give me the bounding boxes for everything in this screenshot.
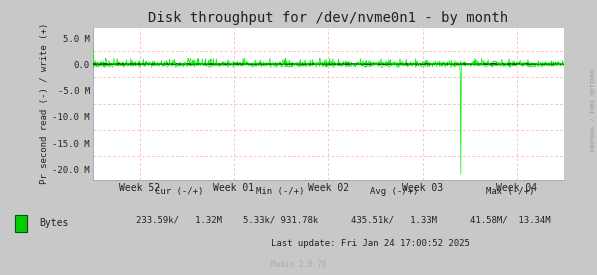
Text: 41.58M/  13.34M: 41.58M/ 13.34M bbox=[470, 216, 551, 225]
Text: 5.33k/ 931.78k: 5.33k/ 931.78k bbox=[243, 216, 318, 225]
Text: Last update: Fri Jan 24 17:00:52 2025: Last update: Fri Jan 24 17:00:52 2025 bbox=[270, 239, 470, 248]
Text: Max (-/+): Max (-/+) bbox=[486, 187, 535, 196]
Y-axis label: Pr second read (-) / write (+): Pr second read (-) / write (+) bbox=[41, 23, 50, 185]
Text: RRDTOOL / TOBI OETIKER: RRDTOOL / TOBI OETIKER bbox=[590, 69, 595, 151]
Bar bbox=[15, 214, 27, 232]
Text: Munin 2.0.76: Munin 2.0.76 bbox=[271, 260, 326, 269]
Text: Min (-/+): Min (-/+) bbox=[256, 187, 305, 196]
Text: Bytes: Bytes bbox=[39, 218, 68, 228]
Text: 435.51k/   1.33M: 435.51k/ 1.33M bbox=[351, 216, 437, 225]
Text: Avg (-/+): Avg (-/+) bbox=[370, 187, 418, 196]
Title: Disk throughput for /dev/nvme0n1 - by month: Disk throughput for /dev/nvme0n1 - by mo… bbox=[148, 11, 509, 25]
Text: Cur (-/+): Cur (-/+) bbox=[155, 187, 204, 196]
Text: 233.59k/   1.32M: 233.59k/ 1.32M bbox=[136, 216, 222, 225]
